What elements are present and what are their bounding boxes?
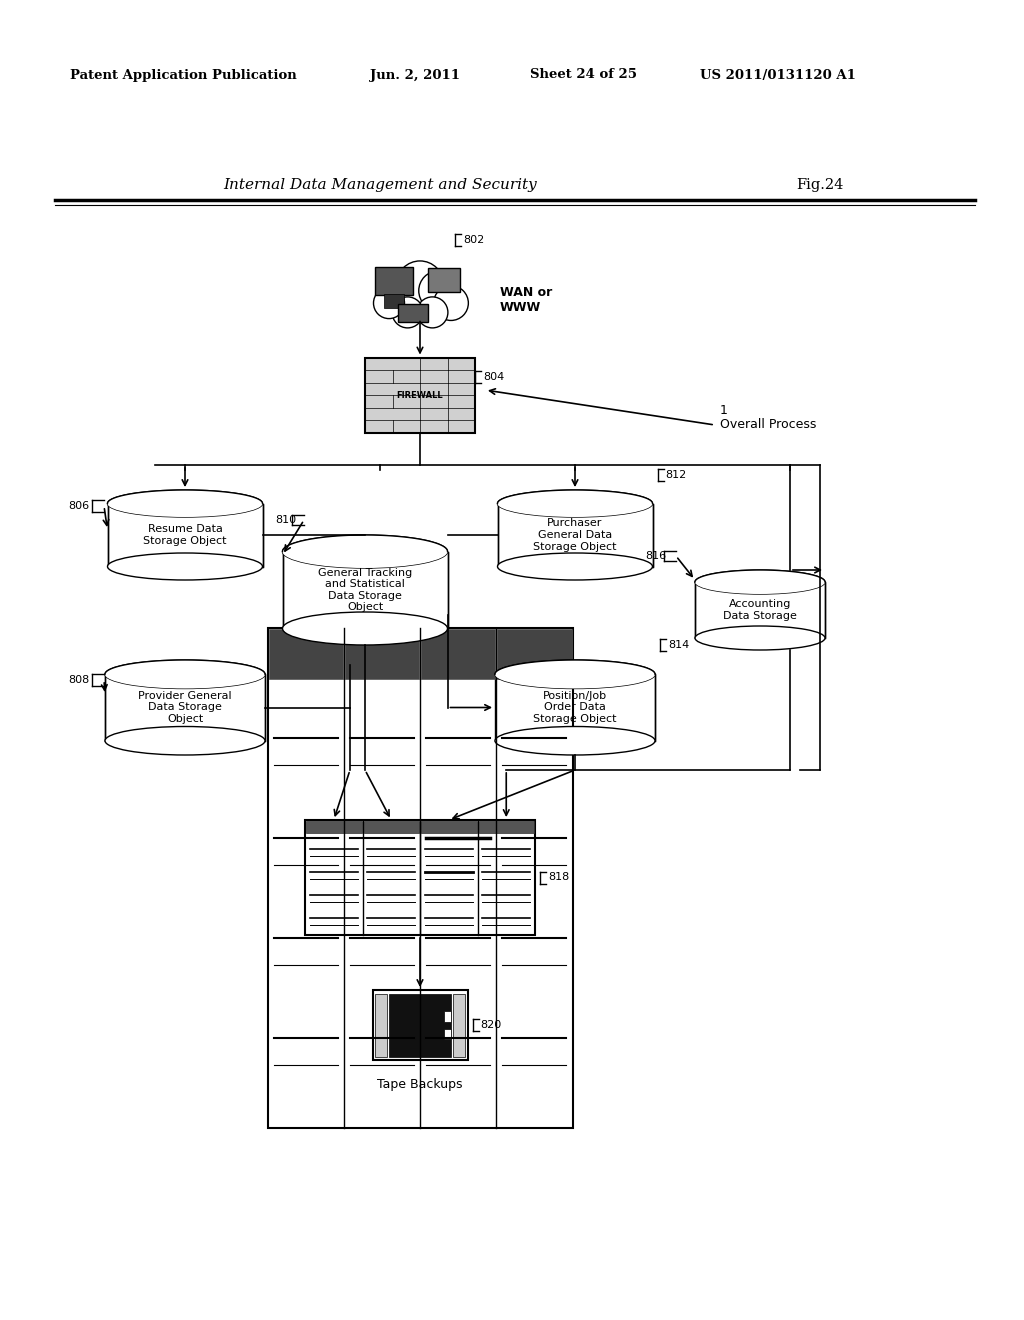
Text: Accounting
Data Storage: Accounting Data Storage	[723, 599, 797, 620]
Ellipse shape	[108, 490, 262, 517]
Bar	[283, 552, 447, 628]
Text: Resume Data
Storage Object: Resume Data Storage Object	[143, 524, 226, 545]
Bar	[443, 1011, 452, 1022]
Text: 1: 1	[720, 404, 728, 417]
Text: 814: 814	[668, 640, 689, 649]
Text: 802: 802	[463, 235, 484, 246]
Text: Tape Backups: Tape Backups	[377, 1078, 463, 1092]
Circle shape	[433, 285, 468, 321]
Bar	[443, 1028, 452, 1039]
Ellipse shape	[105, 660, 265, 689]
Bar	[495, 675, 655, 741]
Ellipse shape	[108, 553, 262, 579]
Bar	[376, 994, 387, 1056]
Bar	[695, 582, 825, 638]
Ellipse shape	[105, 726, 265, 755]
Text: Position/Job
Order Data
Storage Object: Position/Job Order Data Storage Object	[534, 690, 616, 725]
Text: 812: 812	[666, 470, 687, 480]
Text: 810: 810	[275, 515, 296, 525]
Text: Internal Data Management and Security: Internal Data Management and Security	[223, 178, 537, 191]
Text: 816: 816	[645, 550, 667, 561]
Text: Overall Process: Overall Process	[720, 418, 816, 432]
Text: Sheet 24 of 25: Sheet 24 of 25	[530, 69, 637, 82]
Circle shape	[392, 297, 423, 327]
Bar	[384, 294, 404, 308]
Text: 806: 806	[68, 502, 89, 511]
Ellipse shape	[495, 726, 655, 755]
Text: Jun. 2, 2011: Jun. 2, 2011	[370, 69, 460, 82]
Bar	[305, 820, 535, 935]
Bar	[454, 994, 465, 1056]
Ellipse shape	[498, 490, 652, 517]
Circle shape	[419, 271, 459, 310]
Ellipse shape	[495, 660, 655, 689]
Circle shape	[396, 261, 443, 308]
Bar	[365, 358, 475, 433]
Bar	[421, 821, 476, 833]
Text: Purchaser
General Data
Storage Object: Purchaser General Data Storage Object	[534, 519, 616, 552]
Text: 808: 808	[68, 675, 89, 685]
Bar	[108, 503, 262, 566]
Ellipse shape	[283, 535, 447, 568]
Ellipse shape	[695, 570, 825, 594]
Ellipse shape	[105, 660, 265, 689]
Text: General Tracking
and Statistical
Data Storage
Object: General Tracking and Statistical Data St…	[317, 568, 412, 612]
Bar	[498, 503, 652, 566]
Text: WAN or
WWW: WAN or WWW	[500, 286, 552, 314]
Bar	[478, 821, 534, 833]
Text: Patent Application Publication: Patent Application Publication	[70, 69, 297, 82]
Bar	[428, 268, 460, 292]
Circle shape	[374, 288, 404, 318]
Bar	[498, 628, 571, 678]
Circle shape	[380, 272, 423, 315]
Circle shape	[417, 297, 447, 327]
Ellipse shape	[498, 553, 652, 579]
Bar	[364, 821, 419, 833]
Text: 820: 820	[480, 1020, 502, 1030]
Bar	[398, 304, 428, 322]
Text: FIREWALL: FIREWALL	[396, 391, 443, 400]
Bar	[306, 821, 361, 833]
Bar	[373, 990, 468, 1060]
Ellipse shape	[695, 570, 825, 594]
Bar	[389, 994, 452, 1056]
Bar	[268, 628, 343, 678]
Text: 818: 818	[548, 873, 569, 883]
Ellipse shape	[283, 612, 447, 645]
Bar	[375, 267, 413, 294]
Ellipse shape	[283, 535, 447, 568]
Ellipse shape	[108, 490, 262, 517]
Text: Fig.24: Fig.24	[797, 178, 844, 191]
Bar	[105, 675, 265, 741]
Text: Provider General
Data Storage
Object: Provider General Data Storage Object	[138, 690, 231, 725]
Text: 804: 804	[483, 372, 504, 381]
Bar	[421, 628, 496, 678]
Ellipse shape	[495, 660, 655, 689]
Ellipse shape	[695, 626, 825, 649]
Text: US 2011/0131120 A1: US 2011/0131120 A1	[700, 69, 856, 82]
Bar	[267, 627, 572, 1127]
Bar	[345, 628, 419, 678]
Ellipse shape	[498, 490, 652, 517]
